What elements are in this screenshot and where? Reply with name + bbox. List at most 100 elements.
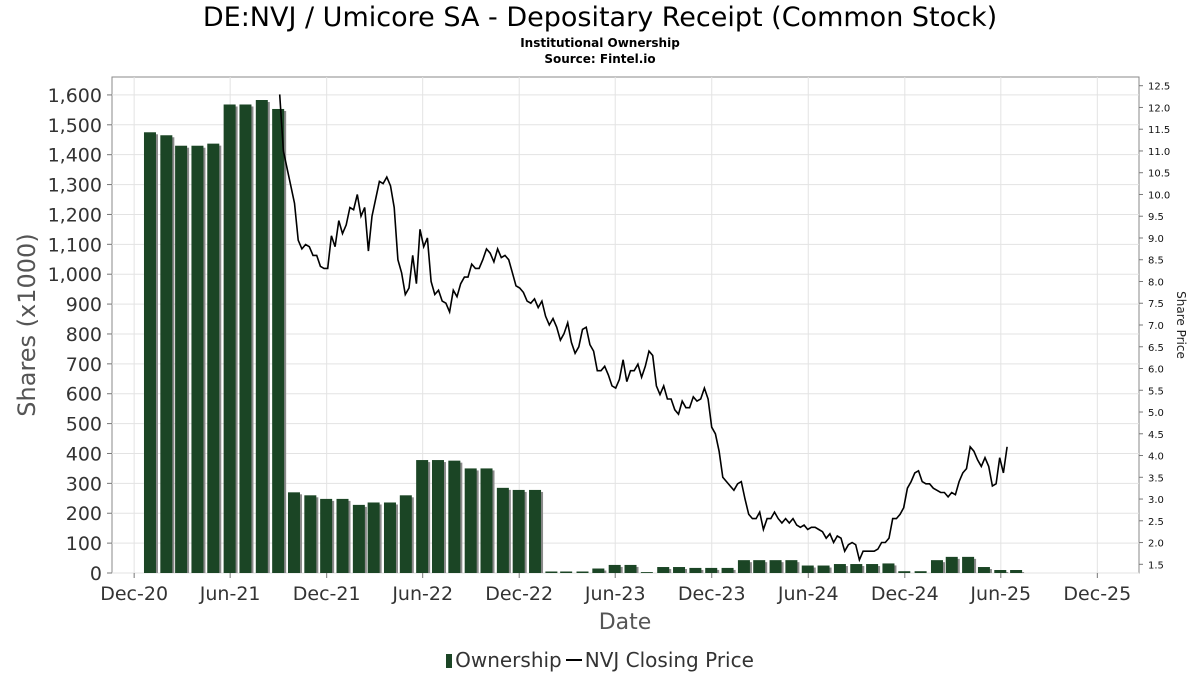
ownership-bar	[545, 571, 558, 573]
y2-tick-label: 8.0	[1148, 277, 1164, 288]
y2-tick-label: 1.5	[1148, 560, 1164, 571]
y-axis-title: Shares (x1000)	[13, 233, 41, 416]
y2-tick-label: 5.0	[1148, 408, 1164, 419]
y-tick-label: 1,200	[48, 204, 102, 226]
x-tick-label: Dec-20	[100, 583, 168, 605]
ownership-bar	[431, 460, 444, 573]
x-tick-label: Dec-25	[1063, 583, 1131, 605]
y2-tick-label: 4.0	[1148, 452, 1164, 463]
ownership-bar	[705, 567, 718, 573]
y-axis-right: 1.5 2.0 2.5 3.0 3.5 4.0 4.5 5.0 5.5 6.0 6.5 7.0 7.5 8…	[1139, 82, 1170, 571]
ownership-bar	[592, 568, 605, 573]
ownership-bar	[320, 498, 333, 573]
x-tick-label: Jun-25	[969, 583, 1031, 605]
ownership-bar	[769, 560, 782, 573]
x-axis: Dec-20 Jun-21 Dec-21 Jun-22 Dec-22 Jun-23 Dec-…	[100, 573, 1131, 605]
y-tick-label: 1,000	[48, 264, 102, 286]
y2-tick-label: 2.0	[1148, 539, 1164, 550]
ownership-bar	[304, 495, 317, 573]
ownership-bar	[962, 556, 975, 573]
ownership-bar	[399, 495, 412, 573]
ownership-bar	[287, 492, 300, 573]
ownership-bar	[753, 560, 766, 573]
ownership-bar	[737, 560, 750, 573]
ownership-bar	[448, 460, 461, 573]
ownership-bar	[817, 565, 830, 573]
ownership-bar	[383, 502, 396, 573]
x-tick-label: Dec-24	[871, 583, 939, 605]
ownership-bar	[882, 563, 895, 573]
y2-tick-label: 10.0	[1148, 190, 1170, 201]
ownership-bar	[945, 556, 958, 573]
y2-tick-label: 6.0	[1148, 365, 1164, 376]
y2-axis-title: Share Price	[1174, 291, 1188, 359]
y2-tick-label: 5.5	[1148, 386, 1164, 397]
ownership-bar	[689, 567, 702, 573]
y-tick-label: 1,400	[48, 145, 102, 167]
y2-tick-label: 9.5	[1148, 212, 1164, 223]
ownership-bar	[785, 560, 798, 573]
x-tick-label: Dec-22	[485, 583, 553, 605]
x-tick-label: Jun-24	[777, 583, 839, 605]
y2-tick-label: 11.5	[1148, 125, 1170, 136]
y-tick-label: 900	[66, 294, 102, 316]
ownership-bar	[352, 504, 365, 573]
ownership-bar	[914, 571, 927, 573]
y2-tick-label: 2.5	[1148, 517, 1164, 528]
ownership-bar	[1010, 570, 1023, 573]
ownership-bar	[143, 132, 156, 574]
ownership-bar	[255, 100, 268, 573]
ownership-bar	[207, 143, 220, 573]
y2-tick-label: 9.0	[1148, 234, 1164, 245]
ownership-bar	[496, 487, 509, 573]
y2-tick-label: 11.0	[1148, 147, 1170, 158]
y2-tick-label: 3.0	[1148, 495, 1164, 506]
y2-tick-label: 7.5	[1148, 299, 1164, 310]
legend-ownership-label: Ownership	[455, 648, 562, 672]
x-tick-label: Jun-22	[391, 583, 453, 605]
y-tick-label: 700	[66, 354, 102, 376]
ownership-bar	[801, 565, 814, 573]
ownership-bar	[977, 567, 990, 573]
ownership-bar	[624, 564, 637, 573]
y-tick-label: 1,300	[48, 175, 102, 197]
ownership-bar	[480, 468, 493, 573]
ownership-bar	[160, 135, 173, 573]
ownership-bar	[866, 564, 879, 573]
ownership-bar	[930, 560, 943, 573]
x-tick-label: Dec-23	[678, 583, 746, 605]
y2-tick-label: 8.5	[1148, 256, 1164, 267]
ownership-bar	[239, 104, 252, 573]
ownership-bar	[191, 145, 204, 573]
x-tick-label: Jun-21	[199, 583, 261, 605]
ownership-bar	[529, 489, 542, 573]
ownership-bars	[143, 100, 1025, 574]
ownership-bar	[223, 104, 236, 573]
legend-price-label: NVJ Closing Price	[584, 648, 754, 672]
y-tick-label: 1,600	[48, 85, 102, 107]
chart-subtitle: Institutional Ownership	[520, 36, 680, 50]
ownership-bar	[657, 567, 670, 573]
ownership-bar	[898, 571, 911, 573]
y-tick-label: 200	[66, 503, 102, 525]
y2-tick-label: 4.5	[1148, 430, 1164, 441]
y2-tick-label: 7.0	[1148, 321, 1164, 332]
y-tick-label: 1,500	[48, 115, 102, 137]
ownership-bar	[994, 570, 1007, 573]
ownership-bar	[640, 572, 653, 573]
y-tick-label: 100	[66, 533, 102, 555]
ownership-bar	[850, 564, 863, 573]
x-axis-title: Date	[599, 610, 652, 635]
y-tick-label: 800	[66, 324, 102, 346]
ownership-bar	[367, 502, 380, 573]
chart-title: DE:NVJ / Umicore SA - Depositary Receipt…	[202, 2, 998, 33]
y2-tick-label: 10.5	[1148, 169, 1170, 180]
ownership-bar	[336, 498, 349, 573]
y-tick-label: 400	[66, 443, 102, 465]
price-line	[278, 94, 1008, 563]
ownership-bar	[175, 145, 188, 573]
ownership-bar	[833, 564, 846, 573]
chart-source: Source: Fintel.io	[544, 52, 656, 66]
legend-ownership-swatch	[446, 654, 453, 668]
